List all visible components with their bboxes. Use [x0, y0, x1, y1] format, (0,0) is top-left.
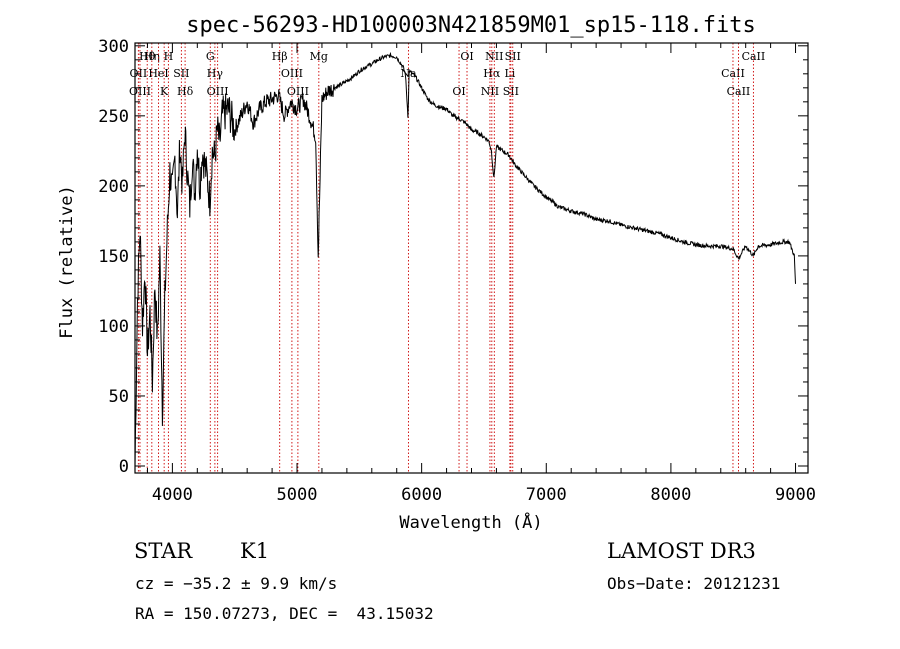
y-tick-label: 100 — [98, 317, 129, 337]
line-marker-label: K — [160, 85, 169, 98]
survey-name: LAMOST DR3 — [607, 539, 756, 563]
x-tick-label: 5000 — [277, 485, 318, 505]
ra-dec: RA = 150.07273, DEC = 43.15032 — [135, 604, 434, 623]
line-marker-label: CaII — [721, 67, 745, 80]
line-marker-label: OI — [460, 50, 473, 63]
x-tick-label: 9000 — [775, 485, 816, 505]
line-marker-layer: HθOIIOIIIHηHeIKHSIIHδGHγOIIIHβOIIIOIIIMg… — [129, 43, 765, 473]
line-marker-label: Hη — [144, 50, 160, 63]
line-marker-label: NII — [485, 50, 503, 63]
line-marker-label: SII — [173, 67, 189, 80]
line-marker-label: Hβ — [272, 50, 288, 63]
line-marker-label: OI — [452, 85, 465, 98]
x-tick-label: 6000 — [401, 485, 442, 505]
object-class: STAR — [134, 539, 193, 563]
line-marker-label: Hδ — [177, 85, 194, 98]
line-marker-label: Hα — [483, 67, 501, 80]
line-marker-label: OIII — [281, 67, 303, 80]
y-tick-label: 50 — [109, 387, 129, 407]
y-tick-label: 200 — [98, 177, 129, 197]
x-axis-label: Wavelength (Å) — [399, 511, 542, 533]
line-marker-label: G — [206, 50, 215, 63]
axes-layer: 4000 5000 6000 7000 8000 9000 0 50 100 150 200 250 3… — [98, 37, 816, 505]
chart-title: spec-56293-HD100003N421859M01_sp15-118.f… — [186, 13, 756, 38]
line-marker-label: OIII — [129, 85, 151, 98]
y-tick-label: 0 — [119, 457, 129, 477]
line-marker-label: Hθ — [139, 50, 156, 63]
line-marker-label: SII — [505, 50, 521, 63]
object-subclass: K1 — [240, 539, 270, 563]
y-tick-label: 150 — [98, 247, 129, 267]
line-marker-label: H — [164, 50, 174, 63]
x-tick-label: 8000 — [650, 485, 691, 505]
line-marker-label: CaII — [727, 85, 751, 98]
line-marker-label: OIII — [207, 85, 229, 98]
y-tick-label: 250 — [98, 107, 129, 127]
x-tick-label: 4000 — [152, 485, 193, 505]
line-marker-label: Hγ — [207, 67, 224, 80]
spectrum-line — [134, 51, 796, 467]
line-marker-label: NII — [481, 85, 499, 98]
line-marker-label: HeI — [148, 67, 168, 80]
redshift-cz: cz = −35.2 ± 9.9 km/s — [135, 574, 338, 593]
y-tick-label: 300 — [98, 37, 129, 57]
y-axis-label: Flux (relative) — [57, 185, 77, 339]
series-layer — [134, 51, 796, 467]
line-marker-label: SII — [503, 85, 519, 98]
line-marker-label: Mg — [310, 50, 328, 63]
x-tick-label: 7000 — [526, 485, 567, 505]
observation-date: Obs−Date: 20121231 — [607, 574, 781, 593]
line-marker-label: CaII — [742, 50, 766, 63]
line-marker-label: Li — [504, 67, 515, 80]
plot-frame — [134, 42, 809, 474]
line-marker-label: OIII — [287, 85, 309, 98]
